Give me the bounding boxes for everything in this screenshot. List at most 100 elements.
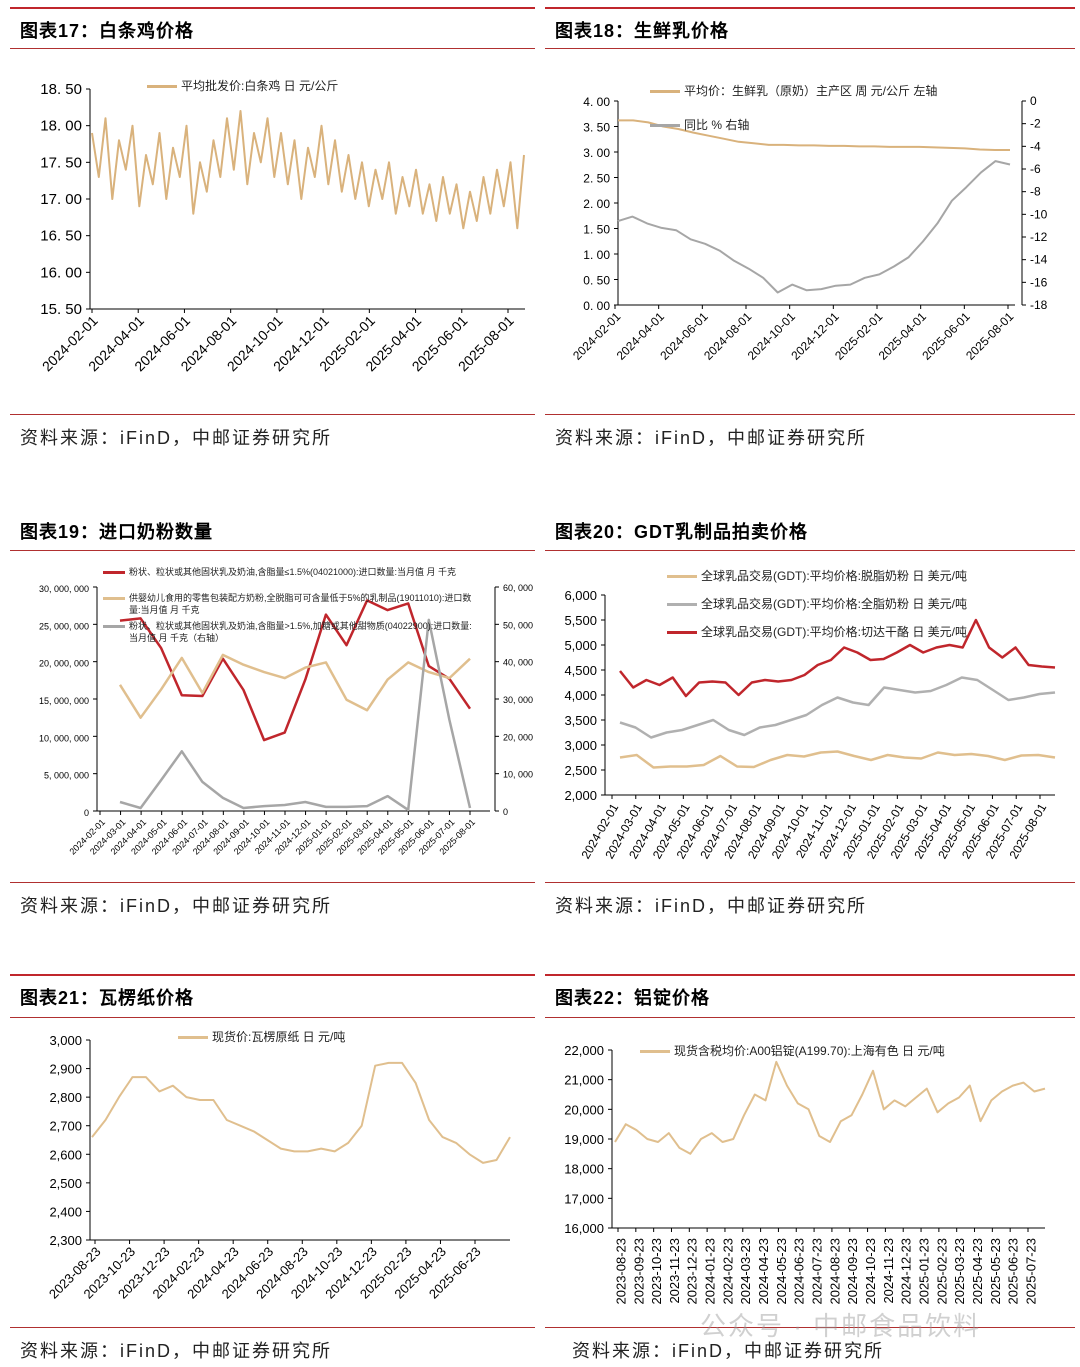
y2-tick-label: 60, 000 bbox=[503, 583, 533, 593]
series-line-0 bbox=[91, 110, 525, 230]
y-tick-label: 4. 00 bbox=[583, 95, 610, 109]
y-tick-label: 3,000 bbox=[564, 738, 597, 753]
y2-tick-label: -2 bbox=[1030, 117, 1041, 131]
x-tick-label: 2025-04-23 bbox=[970, 1238, 985, 1305]
x-tick-label: 2023-08-23 bbox=[613, 1238, 628, 1305]
legend-item: 粉状、粒状或其他固状乳及奶油,含脂量≤1.5%(04021000):进口数量:当… bbox=[103, 566, 473, 578]
y-tick-label: 20, 000, 000 bbox=[39, 659, 89, 669]
x-tick-label: 2024-11-23 bbox=[881, 1238, 896, 1304]
legend-label: 粉状、粒状或其他固状乳及奶油,含脂量>1.5%,加糖或其他甜物质(0402290… bbox=[129, 621, 472, 643]
legend-label: 同比 % 右轴 bbox=[684, 118, 750, 132]
y-tick-label: 2,800 bbox=[49, 1090, 82, 1105]
series-line-2 bbox=[119, 618, 472, 812]
legend-swatch bbox=[103, 597, 125, 600]
chart-title: 图表21：瓦楞纸价格 bbox=[20, 988, 195, 1008]
y-tick-label: 17. 00 bbox=[40, 191, 82, 208]
chart-source: 资料来源：iFinD，中邮证券研究所 bbox=[572, 1341, 885, 1361]
y-tick-label: 15. 50 bbox=[40, 301, 82, 318]
top-rule bbox=[545, 974, 1075, 976]
y2-tick-label: 0 bbox=[1030, 94, 1037, 108]
chart-title: 图表20：GDT乳制品拍卖价格 bbox=[555, 522, 809, 542]
y-tick-label: 16. 00 bbox=[40, 264, 82, 281]
watermark: 公众号 · 中邮食品饮料 bbox=[700, 1311, 982, 1341]
x-tick-label: 2023-12-23 bbox=[685, 1238, 700, 1305]
series-line-1 bbox=[118, 653, 471, 719]
y-tick-label: 18,000 bbox=[564, 1162, 604, 1177]
chart-source: 资料来源：iFinD，中邮证券研究所 bbox=[555, 428, 868, 448]
chart-1: 4. 00 3. 50 3. 00 2. 50 2. 00 1. 50 1. 00 0. 50… bbox=[570, 94, 1048, 363]
x-tick-label: 2024-05-23 bbox=[774, 1238, 789, 1305]
y2-tick-label: -12 bbox=[1030, 230, 1048, 244]
chart-5: 22,000 21,000 20,000 19,000 18,000 17,000 16,0… bbox=[564, 1043, 1046, 1305]
legend-item: 现货价:瓦楞原纸 日 元/吨 bbox=[178, 1031, 478, 1044]
y-tick-label: 21,000 bbox=[564, 1073, 604, 1088]
y2-tick-label: 50, 000 bbox=[503, 620, 533, 630]
y-tick-label: 2,900 bbox=[49, 1062, 82, 1077]
y-tick-label: 4,500 bbox=[564, 663, 597, 678]
legend-label: 全球乳品交易(GDT):平均价格:切达干酪 日 美元/吨 bbox=[701, 625, 967, 639]
series-line-0 bbox=[618, 119, 1010, 151]
title-rule bbox=[545, 48, 1075, 49]
source-rule bbox=[10, 1327, 535, 1328]
x-tick-label: 2024-08-23 bbox=[827, 1238, 842, 1305]
y2-tick-label: -18 bbox=[1030, 298, 1048, 312]
y-tick-label: 4,000 bbox=[564, 688, 597, 703]
series-line-2 bbox=[619, 618, 1056, 698]
x-tick-label: 2024-12-23 bbox=[899, 1238, 914, 1305]
x-tick-label: 2024-03-23 bbox=[738, 1238, 753, 1305]
legend-item: 平均价：生鲜乳（原奶）主产区 周 元/公斤 左轴 bbox=[650, 85, 990, 98]
chart-title: 图表22：铝锭价格 bbox=[555, 988, 711, 1008]
source-rule bbox=[545, 882, 1075, 883]
y-tick-label: 2,300 bbox=[49, 1233, 82, 1248]
legend-swatch bbox=[103, 625, 125, 628]
y2-tick-label: 30, 000 bbox=[503, 695, 533, 705]
y-tick-label: 0. 50 bbox=[583, 274, 610, 288]
legend-label: 全球乳品交易(GDT):平均价格:全脂奶粉 日 美元/吨 bbox=[701, 597, 967, 611]
y-tick-label: 2. 50 bbox=[583, 172, 610, 186]
y-tick-label: 1. 00 bbox=[583, 248, 610, 262]
series-line-0 bbox=[91, 1061, 511, 1164]
legend-item: 全球乳品交易(GDT):平均价格:全脂奶粉 日 美元/吨 bbox=[667, 598, 1047, 611]
x-tick-label: 2025-07-23 bbox=[1023, 1238, 1038, 1305]
legend-item: 粉状、粒状或其他固状乳及奶油,含脂量>1.5%,加糖或其他甜物质(0402290… bbox=[103, 620, 473, 644]
y-tick-label: 22,000 bbox=[564, 1043, 604, 1058]
y-tick-label: 5,000 bbox=[564, 638, 597, 653]
source-rule bbox=[10, 414, 535, 415]
legend-item: 现货含税均价:A00铝锭(A199.70):上海有色 日 元/吨 bbox=[640, 1045, 1020, 1058]
legend-swatch bbox=[103, 571, 125, 574]
y-tick-label: 0. 00 bbox=[583, 299, 610, 313]
y-tick-label: 2,400 bbox=[49, 1204, 82, 1219]
y2-tick-label: -6 bbox=[1030, 162, 1041, 176]
y-tick-label: 5,500 bbox=[564, 613, 597, 628]
y-tick-label: 2,500 bbox=[49, 1176, 82, 1191]
y2-tick-label: 0 bbox=[503, 807, 508, 817]
y2-tick-label: 20, 000 bbox=[503, 732, 533, 742]
legend-swatch bbox=[178, 1036, 208, 1039]
top-rule bbox=[10, 974, 535, 976]
series-line-0 bbox=[614, 1060, 1046, 1155]
source-rule bbox=[545, 414, 1075, 415]
y-tick-label: 16. 50 bbox=[40, 228, 82, 245]
top-rule bbox=[545, 7, 1075, 9]
legend-swatch bbox=[667, 575, 697, 578]
title-rule bbox=[10, 48, 535, 49]
series-line-1 bbox=[619, 676, 1056, 739]
source-rule bbox=[545, 1327, 1075, 1328]
y-tick-label: 30, 000, 000 bbox=[39, 584, 89, 594]
chart-source: 资料来源：iFinD，中邮证券研究所 bbox=[20, 1341, 333, 1361]
y2-tick-label: -16 bbox=[1030, 275, 1048, 289]
title-rule bbox=[10, 1017, 535, 1018]
y-tick-label: 3. 50 bbox=[583, 121, 610, 135]
y-tick-label: 19,000 bbox=[564, 1132, 604, 1147]
y-tick-label: 3,000 bbox=[49, 1033, 82, 1048]
legend-label: 平均价：生鲜乳（原奶）主产区 周 元/公斤 左轴 bbox=[684, 84, 938, 98]
x-tick-label: 2023-09-23 bbox=[631, 1238, 646, 1305]
legend-item: 平均批发价:白条鸡 日 元/公斤 bbox=[147, 80, 447, 93]
x-tick-label: 2024-02-23 bbox=[720, 1238, 735, 1305]
chart-source: 资料来源：iFinD，中邮证券研究所 bbox=[20, 428, 333, 448]
y2-tick-label: -10 bbox=[1030, 207, 1048, 221]
y2-tick-label: -4 bbox=[1030, 139, 1041, 153]
chart-0: 18. 50 18. 00 17. 50 17. 00 16. 50 16. 00 15. … bbox=[39, 81, 525, 374]
